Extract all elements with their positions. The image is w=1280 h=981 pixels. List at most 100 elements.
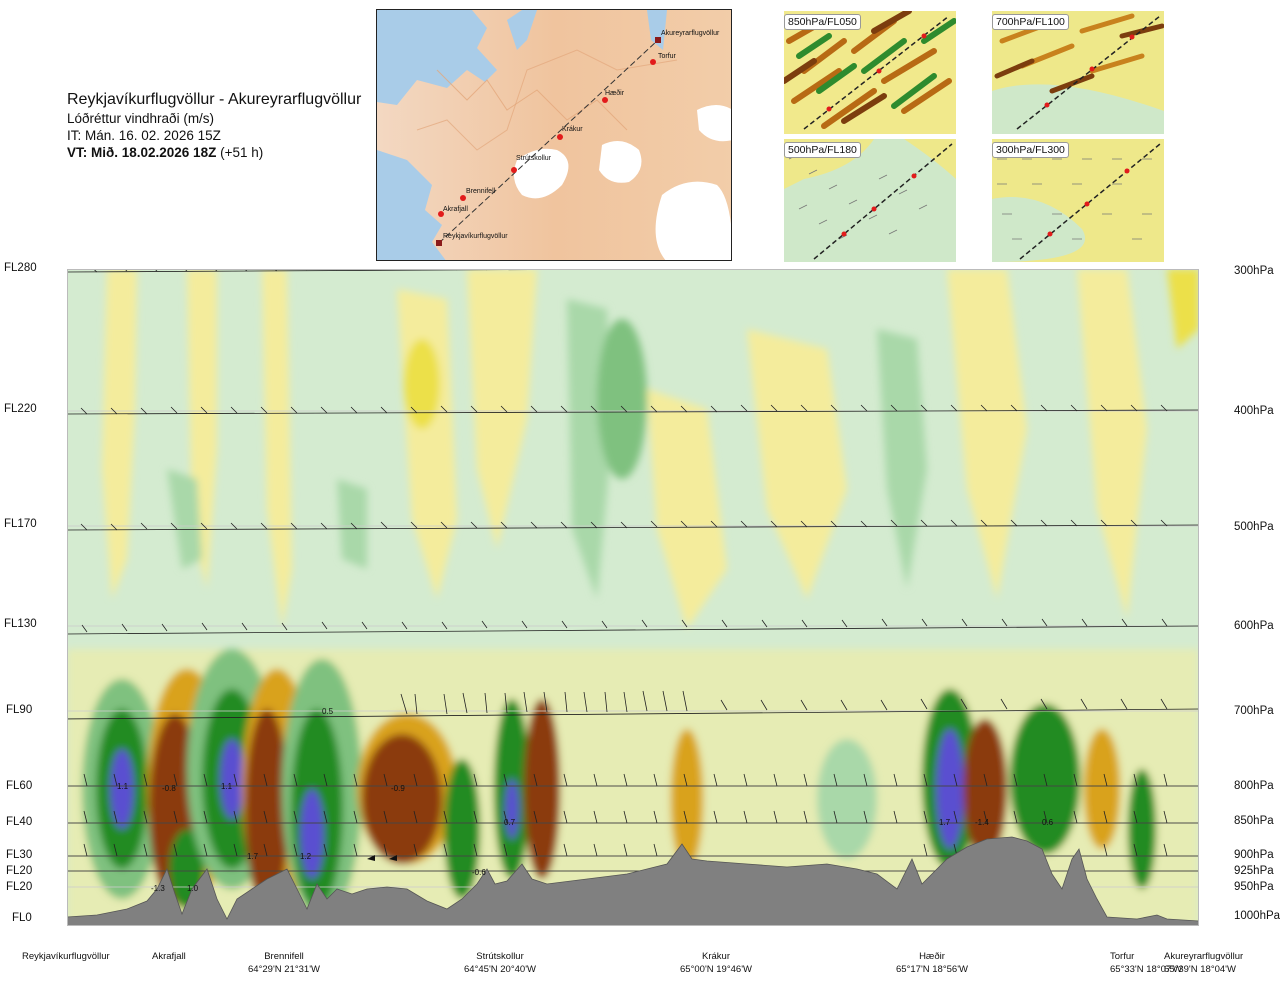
mini-map-300hpa[interactable]: 300hPa/FL300 — [992, 139, 1164, 262]
mini-map-850hpa[interactable]: 850hPa/FL050 — [784, 11, 956, 134]
pressure-label: 925hPa — [1234, 865, 1274, 877]
contour-value: 1.7 — [939, 818, 951, 827]
fl-label: FL130 — [4, 618, 37, 630]
contour-value: 1.2 — [300, 852, 312, 861]
map-label-torfur: Torfur — [658, 53, 677, 60]
mini-map-850-canvas — [784, 11, 956, 134]
pressure-label: 500hPa — [1234, 521, 1274, 533]
map-label-strutskollur: Strútskollur — [516, 155, 552, 162]
station-name: Hæðir — [919, 951, 945, 962]
cross-section-panel: 1.1 -0.8 1.1 0.5 -0.9 1.2 1.7 1.0 -1.3 -… — [67, 269, 1199, 926]
fl-label: FL280 — [4, 262, 37, 274]
station-krakur: Krákur 65°00'N 19°46'W — [680, 950, 752, 976]
valid-time-line: VT: Mið. 18.02.2026 18Z (+51 h) — [67, 144, 361, 161]
route-overview-map: Akureyrarflugvöllur Torfur Hæðir Krákur … — [376, 9, 732, 261]
station-name: Reykjavíkurflugvöllur — [22, 951, 110, 962]
route-title: Reykjavíkurflugvöllur - Akureyrarflugvöl… — [67, 91, 362, 108]
fl-label: FL220 — [4, 403, 37, 415]
station-strutskollur: Strútskollur 64°45'N 20°40'W — [464, 950, 536, 976]
waypoint-marker — [438, 211, 444, 217]
fl-label: FL30 — [6, 849, 33, 861]
contour-value: -1.3 — [151, 884, 165, 893]
station-coords: 64°29'N 21°31'W — [248, 964, 320, 975]
map-label-brennifell: Brennifell — [466, 188, 496, 195]
issue-time: IT: Mán. 16. 02. 2026 15Z — [67, 128, 221, 143]
waypoint-marker — [655, 37, 661, 43]
contour-value: 0.5 — [322, 707, 334, 716]
station-akureyri: Akureyrarflugvöllur 65°39'N 18°04'W — [1164, 950, 1278, 976]
mini-map-500-canvas — [784, 139, 956, 262]
fl-label: FL90 — [6, 704, 33, 716]
mini-map-label: 700hPa/FL100 — [992, 14, 1069, 30]
station-name: Akrafjall — [152, 951, 186, 962]
station-coords: 65°33'N 18°07'W — [1110, 964, 1182, 975]
pressure-label: 700hPa — [1234, 705, 1274, 717]
mini-map-700-canvas — [992, 11, 1164, 134]
waypoint-marker — [602, 97, 608, 103]
pressure-label: 600hPa — [1234, 620, 1274, 632]
map-label-reykjavik: Reykjavíkurflugvöllur — [443, 233, 508, 240]
waypoint-marker — [436, 240, 442, 246]
waypoint-marker — [511, 167, 517, 173]
fl-label: FL60 — [6, 780, 33, 792]
station-coords: 65°00'N 19°46'W — [680, 964, 752, 975]
contour-value: 1.1 — [117, 782, 129, 791]
contour-labels: 1.1 -0.8 1.1 0.5 -0.9 1.2 1.7 1.0 -1.3 -… — [117, 707, 1054, 893]
pressure-label: 300hPa — [1234, 265, 1274, 277]
station-coords: 64°45'N 20°40'W — [464, 964, 536, 975]
station-haedir: Hæðir 65°17'N 18°56'W — [896, 950, 968, 976]
station-coords: 65°39'N 18°04'W — [1164, 964, 1236, 975]
route-waypoints — [436, 37, 661, 246]
map-label-akrafjall: Akrafjall — [443, 206, 468, 213]
map-label-akureyri: Akureyrarflugvöllur — [661, 30, 720, 37]
station-akrafjall: Akrafjall — [152, 950, 186, 963]
map-label-haedir: Hæðir — [605, 89, 625, 97]
mini-map-700hpa[interactable]: 700hPa/FL100 — [992, 11, 1164, 134]
station-name: Brennifell — [264, 951, 304, 962]
station-reykjavik: Reykjavíkurflugvöllur — [22, 950, 110, 963]
mini-map-300-canvas — [992, 139, 1164, 262]
contour-value: -1.4 — [975, 818, 989, 827]
station-coords: 65°17'N 18°56'W — [896, 964, 968, 975]
contour-value: 1.1 — [221, 782, 233, 791]
valid-time: VT: Mið. 18.02.2026 18Z — [67, 145, 217, 160]
route-map-canvas: Akureyrarflugvöllur Torfur Hæðir Krákur … — [377, 10, 731, 260]
map-label-krakur: Krákur — [562, 126, 583, 133]
vertical-velocity-field — [67, 269, 1199, 926]
pressure-label: 800hPa — [1234, 780, 1274, 792]
mini-map-label: 500hPa/FL180 — [784, 142, 861, 158]
wind-barbs — [67, 269, 1199, 872]
route-line — [438, 40, 658, 244]
fl-label: FL20 — [6, 881, 33, 893]
mini-map-500hpa[interactable]: 500hPa/FL180 — [784, 139, 956, 262]
waypoint-marker — [460, 195, 466, 201]
pressure-label: 950hPa — [1234, 881, 1274, 893]
mini-map-label: 300hPa/FL300 — [992, 142, 1069, 158]
station-brennifell: Brennifell 64°29'N 21°31'W — [248, 950, 320, 976]
station-torfur: Torfur 65°33'N 18°07'W — [1110, 950, 1182, 976]
waypoint-marker — [650, 59, 656, 65]
fl-label: FL40 — [6, 816, 33, 828]
title-block: Reykjavíkurflugvöllur - Akureyrarflugvöl… — [67, 90, 361, 161]
fl-label: FL170 — [4, 518, 37, 530]
station-name: Krákur — [702, 951, 730, 962]
contour-value: 0.7 — [504, 818, 516, 827]
mini-map-label: 850hPa/FL050 — [784, 14, 861, 30]
station-name: Torfur — [1110, 951, 1135, 962]
terrain-profile — [67, 836, 1199, 926]
contour-value: -0.9 — [391, 784, 405, 793]
contour-value: 1.7 — [247, 852, 259, 861]
fl-label: FL20 — [6, 865, 33, 877]
pressure-label: 900hPa — [1234, 849, 1274, 861]
cross-section-frame — [67, 269, 1199, 926]
cross-section-canvas: 1.1 -0.8 1.1 0.5 -0.9 1.2 1.7 1.0 -1.3 -… — [67, 269, 1199, 926]
fl-label: FL0 — [12, 912, 32, 924]
pressure-label: 1000hPa — [1234, 910, 1280, 922]
waypoint-marker — [557, 134, 563, 140]
pressure-label: 850hPa — [1234, 815, 1274, 827]
valid-offset: (+51 h) — [216, 145, 264, 160]
wind-barb-flags — [367, 855, 397, 861]
contour-value: 0.6 — [1042, 818, 1054, 827]
contour-value: -0.6 — [472, 868, 486, 877]
station-name: Akureyrarflugvöllur — [1164, 951, 1244, 962]
